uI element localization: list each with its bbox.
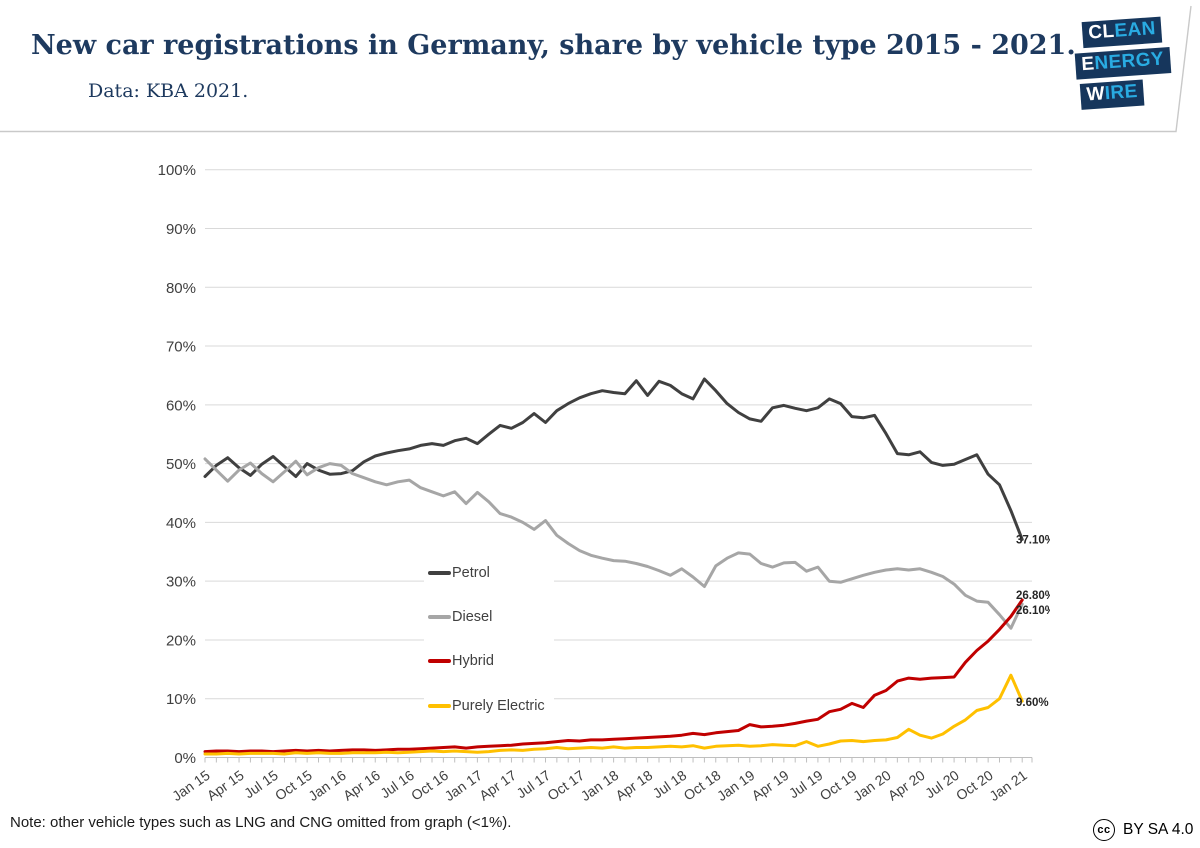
legend-label: Hybrid <box>452 653 494 669</box>
x-axis-tick-label: Jan 18 <box>578 767 622 804</box>
diesel-line <box>203 457 1024 630</box>
petrol-end-value-label: 37.10% <box>1016 534 1050 546</box>
y-axis-tick-label: 90% <box>166 221 196 238</box>
x-axis-tick-label: Oct 18 <box>681 767 724 804</box>
logo-word-clean: CLEAN <box>1081 16 1163 48</box>
y-axis-tick-label: 40% <box>166 515 196 532</box>
x-axis-tick-label: Apr 15 <box>204 767 247 804</box>
petrol-line-swatch <box>428 571 451 575</box>
logo-accent-letters: CL <box>1087 20 1116 44</box>
petrol-line <box>203 377 1024 541</box>
hybrid-line <box>203 598 1024 754</box>
diesel-end-value-label: 26.10% <box>1016 605 1050 617</box>
logo-rest-letters: IRE <box>1104 80 1139 104</box>
x-axis-tick-label: Jan 16 <box>305 767 349 804</box>
x-axis-tick-label: Jan 17 <box>442 767 486 804</box>
legend-item-diesel: Diesel <box>428 609 492 625</box>
y-axis-tick-label: 70% <box>166 339 196 356</box>
data-source-subtitle: Data: KBA 2021. <box>88 80 249 102</box>
purely-electric-line <box>203 673 1024 756</box>
chart-area: 0% 10% 20% 30% 40% 50% 60% 70% 80% 90% 100% Jan 15 A… <box>130 150 1055 815</box>
x-axis-tick-label: Oct 20 <box>953 767 996 804</box>
x-axis-tick-label: Oct 16 <box>408 767 451 804</box>
registration-share-line-chart: 0%10%20%30%40%50%60%70%80%90%100%Jan 15A… <box>158 162 1055 804</box>
logo-rest-letters: EAN <box>1113 18 1157 42</box>
hybrid-end-value-label: 26.80% <box>1016 590 1050 602</box>
y-axis-tick-label: 30% <box>166 574 196 591</box>
legend-item-hybrid: Hybrid <box>428 653 494 669</box>
y-axis-tick-label: 100% <box>158 162 196 179</box>
purely-electric-line-swatch <box>428 704 451 708</box>
x-axis-tick-label: Jan 20 <box>850 767 894 804</box>
legend-label: Purely Electric <box>452 698 545 714</box>
diesel-line-swatch <box>428 615 451 619</box>
purely-electric-end-value-label: 9.60% <box>1016 697 1049 709</box>
y-axis-tick-label: 0% <box>174 750 196 767</box>
y-axis-tick-label: 20% <box>166 632 196 649</box>
clean-energy-wire-logo: CLEAN ENERGY WIRE <box>1074 16 1172 110</box>
legend-label: Diesel <box>452 609 493 625</box>
hybrid-line-swatch <box>428 659 451 663</box>
x-axis-tick-label: Apr 17 <box>476 767 519 804</box>
logo-rest-letters: NERGY <box>1093 48 1165 75</box>
y-axis-tick-label: 60% <box>166 397 196 414</box>
x-axis-tick-label: Oct 17 <box>544 767 587 804</box>
footnote: Note: other vehicle types such as LNG an… <box>10 814 512 831</box>
y-axis-tick-label: 50% <box>166 456 196 473</box>
license-label: BY SA 4.0 <box>1123 821 1194 838</box>
x-axis-tick-label: Apr 16 <box>340 767 383 804</box>
x-axis-tick-label: Jan 15 <box>169 767 213 804</box>
x-axis-tick-label: Jan 19 <box>714 767 758 804</box>
x-axis-tick-label: Oct 19 <box>817 767 860 804</box>
logo-word-wire: WIRE <box>1079 79 1145 110</box>
x-axis-tick-label: Apr 19 <box>749 767 792 804</box>
x-axis-tick-label: Jan 21 <box>986 767 1030 804</box>
y-axis-tick-label: 10% <box>166 691 196 708</box>
x-axis-tick-label: Apr 18 <box>612 767 655 804</box>
x-axis-tick-label: Apr 20 <box>885 767 928 804</box>
legend-item-purely-electric: Purely Electric <box>428 698 545 714</box>
page-title: New car registrations in Germany, share … <box>31 30 1076 61</box>
chart-legend: Petrol Diesel Hybrid Purely Electric <box>424 556 554 720</box>
logo-word-energy: ENERGY <box>1074 46 1171 80</box>
x-axis-tick-label: Oct 15 <box>272 767 315 804</box>
y-axis-tick-label: 80% <box>166 280 196 297</box>
logo-accent-letters: W <box>1085 83 1106 106</box>
legend-item-petrol: Petrol <box>428 565 490 581</box>
creative-commons-icon: cc <box>1093 819 1115 841</box>
legend-label: Petrol <box>452 565 490 581</box>
header-divider-line <box>0 5 1192 133</box>
